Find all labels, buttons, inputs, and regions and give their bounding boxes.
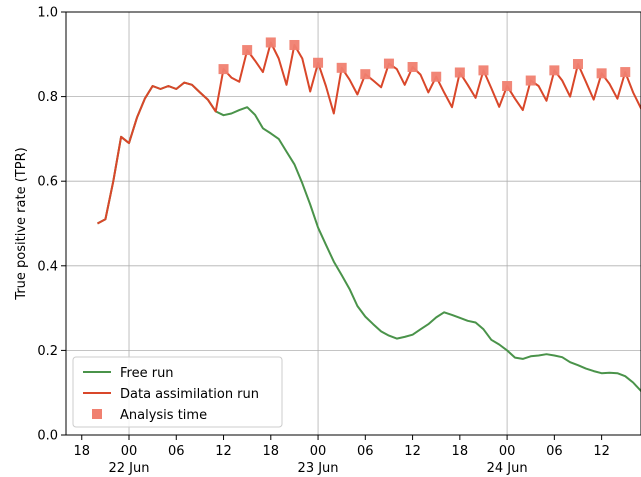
plot-area bbox=[97, 37, 641, 393]
x-tick-label: 12 bbox=[215, 444, 232, 459]
analysis-marker-7 bbox=[383, 58, 394, 69]
x-date-label: 22 Jun bbox=[109, 461, 150, 476]
analysis-marker-12 bbox=[502, 81, 513, 92]
y-tick-label: 1.0 bbox=[37, 6, 58, 21]
analysis-marker-15 bbox=[572, 59, 583, 70]
legend-label-0: Free run bbox=[120, 366, 174, 381]
analysis-marker-3 bbox=[289, 39, 300, 50]
x-tick-label: 18 bbox=[263, 444, 280, 459]
analysis-marker-17 bbox=[620, 67, 631, 78]
x-tick-label: 18 bbox=[73, 444, 90, 459]
analysis-marker-13 bbox=[525, 75, 536, 86]
x-tick-label: 06 bbox=[546, 444, 563, 459]
analysis-marker-5 bbox=[336, 62, 347, 73]
analysis-marker-14 bbox=[549, 65, 560, 76]
series-line-0 bbox=[97, 81, 641, 393]
legend-swatch-2 bbox=[92, 409, 102, 419]
analysis-marker-16 bbox=[596, 68, 607, 79]
legend-label-1: Data assimilation run bbox=[120, 387, 259, 402]
x-tick-label: 18 bbox=[452, 444, 469, 459]
x-date-label: 24 Jun bbox=[487, 461, 528, 476]
analysis-marker-6 bbox=[360, 69, 371, 80]
legend: Free run Data assimilation run Analysis ti… bbox=[72, 356, 283, 428]
y-tick-label: 0.8 bbox=[37, 90, 58, 105]
y-axis-title: True positive rate (TPR) bbox=[14, 147, 29, 300]
analysis-marker-0 bbox=[218, 64, 229, 75]
x-tick-label: 12 bbox=[404, 444, 421, 459]
y-tick-label: 0.4 bbox=[37, 259, 58, 274]
x-tick-label: 00 bbox=[499, 444, 516, 459]
x-date-label: 23 Jun bbox=[298, 461, 339, 476]
analysis-marker-4 bbox=[313, 57, 324, 68]
y-tick-label: 0.0 bbox=[37, 429, 58, 444]
legend-label-2: Analysis time bbox=[120, 408, 207, 423]
y-tick-label: 0.2 bbox=[37, 344, 58, 359]
analysis-marker-11 bbox=[478, 65, 489, 76]
x-axis: 18 00 22 Jun 06 12 18 00 23 Jun 06 12 18 00 24 Jun 06… bbox=[73, 435, 641, 476]
y-tick-label: 0.6 bbox=[37, 175, 58, 190]
y-axis: 0.0 0.2 0.4 0.6 0.8 1.0 bbox=[37, 6, 66, 444]
analysis-marker-2 bbox=[265, 37, 276, 48]
analysis-marker-9 bbox=[431, 71, 442, 82]
x-tick-label: 06 bbox=[357, 444, 374, 459]
analysis-marker-1 bbox=[242, 45, 253, 56]
x-tick-label: 00 bbox=[121, 444, 138, 459]
axes-frame bbox=[65, 11, 641, 436]
x-tick-label: 06 bbox=[168, 444, 185, 459]
x-tick-label: 12 bbox=[593, 444, 610, 459]
analysis-marker-10 bbox=[454, 67, 465, 78]
legend-box bbox=[72, 356, 283, 428]
analysis-marker-8 bbox=[407, 61, 418, 72]
x-tick-label: 00 bbox=[310, 444, 327, 459]
